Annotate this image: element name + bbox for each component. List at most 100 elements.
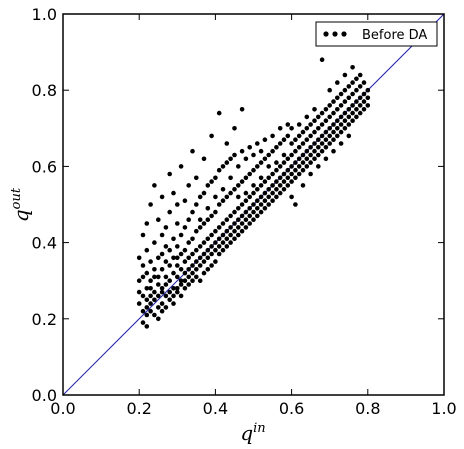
data-point bbox=[182, 198, 188, 203]
data-point bbox=[156, 217, 161, 222]
data-point bbox=[167, 247, 172, 253]
data-point bbox=[144, 305, 150, 310]
data-point bbox=[152, 274, 157, 280]
data-point bbox=[251, 202, 256, 207]
y-tick-label: 0.0 bbox=[32, 386, 57, 405]
data-point bbox=[293, 175, 298, 181]
data-point bbox=[304, 156, 310, 162]
data-point bbox=[300, 160, 306, 165]
data-point bbox=[209, 244, 214, 249]
data-point bbox=[281, 171, 287, 177]
data-point bbox=[300, 167, 306, 173]
data-point bbox=[236, 217, 241, 222]
data-point bbox=[224, 160, 230, 165]
data-point bbox=[357, 84, 363, 89]
data-point bbox=[254, 164, 260, 169]
data-point bbox=[163, 282, 169, 287]
data-point bbox=[213, 228, 218, 234]
data-point bbox=[239, 148, 245, 154]
y-tick-labels: 0.0 0.2 0.4 0.6 0.8 1.0 bbox=[32, 5, 57, 405]
y-axis-label-base: q bbox=[9, 209, 33, 222]
data-point bbox=[357, 110, 363, 116]
data-point bbox=[228, 213, 233, 219]
data-point bbox=[159, 251, 165, 257]
data-point bbox=[159, 286, 165, 291]
data-point bbox=[239, 228, 245, 234]
data-point bbox=[140, 263, 146, 268]
data-point bbox=[357, 103, 363, 108]
data-point bbox=[213, 209, 218, 215]
data-point bbox=[251, 152, 256, 158]
data-point bbox=[319, 122, 325, 127]
data-point bbox=[190, 209, 195, 215]
data-point bbox=[247, 145, 252, 150]
data-point bbox=[224, 236, 230, 242]
data-point bbox=[243, 175, 249, 181]
data-point bbox=[140, 308, 146, 314]
data-point bbox=[167, 263, 172, 268]
data-point bbox=[205, 206, 211, 211]
x-tick-label: 0.0 bbox=[50, 399, 75, 418]
data-point bbox=[186, 255, 191, 261]
data-point bbox=[281, 160, 287, 165]
data-point bbox=[236, 232, 241, 238]
data-point bbox=[247, 194, 252, 200]
data-point bbox=[312, 129, 317, 135]
data-point bbox=[319, 133, 325, 139]
data-point bbox=[171, 255, 176, 261]
data-point bbox=[201, 156, 207, 162]
data-point bbox=[266, 194, 272, 200]
data-point bbox=[277, 141, 283, 146]
data-point bbox=[163, 274, 169, 280]
x-axis-label-base: q bbox=[240, 421, 253, 445]
data-point bbox=[159, 308, 165, 314]
data-point bbox=[258, 209, 264, 215]
data-point bbox=[140, 232, 146, 238]
data-point bbox=[289, 194, 294, 200]
data-points bbox=[136, 57, 371, 329]
data-point bbox=[296, 122, 302, 127]
data-point bbox=[186, 274, 191, 280]
data-point bbox=[186, 217, 191, 222]
data-point bbox=[144, 270, 150, 276]
x-tick-labels: 0.0 0.2 0.4 0.6 0.8 1.0 bbox=[50, 399, 456, 418]
data-point bbox=[262, 137, 268, 142]
data-point bbox=[251, 167, 256, 173]
data-point bbox=[274, 167, 279, 173]
data-point bbox=[350, 65, 355, 70]
data-point bbox=[251, 209, 256, 215]
data-point bbox=[312, 118, 317, 123]
data-point bbox=[224, 244, 230, 249]
data-point bbox=[335, 95, 340, 101]
data-point bbox=[167, 289, 172, 295]
data-point bbox=[190, 278, 195, 284]
data-point bbox=[350, 91, 355, 97]
data-point bbox=[285, 167, 291, 173]
data-point bbox=[316, 152, 321, 158]
data-point bbox=[201, 259, 207, 264]
data-point bbox=[316, 145, 321, 150]
data-point bbox=[159, 194, 165, 200]
x-tick-label: 0.2 bbox=[126, 399, 151, 418]
data-point bbox=[338, 141, 344, 146]
data-point bbox=[293, 202, 298, 207]
legend-marker bbox=[332, 31, 338, 37]
data-point bbox=[159, 301, 165, 306]
y-tick-label: 1.0 bbox=[32, 5, 57, 24]
data-point bbox=[266, 152, 272, 158]
data-point bbox=[277, 126, 283, 131]
data-point bbox=[316, 126, 321, 131]
data-point bbox=[266, 187, 272, 192]
data-point bbox=[270, 198, 275, 203]
data-point bbox=[262, 190, 268, 196]
data-point bbox=[205, 255, 211, 261]
data-point bbox=[350, 118, 355, 123]
data-point bbox=[213, 259, 218, 264]
data-point bbox=[220, 247, 226, 253]
data-point bbox=[350, 80, 355, 85]
data-point bbox=[270, 148, 275, 154]
data-point bbox=[254, 187, 260, 192]
y-tick-label: 0.2 bbox=[32, 310, 57, 329]
data-point bbox=[216, 167, 222, 173]
data-point bbox=[243, 156, 249, 162]
